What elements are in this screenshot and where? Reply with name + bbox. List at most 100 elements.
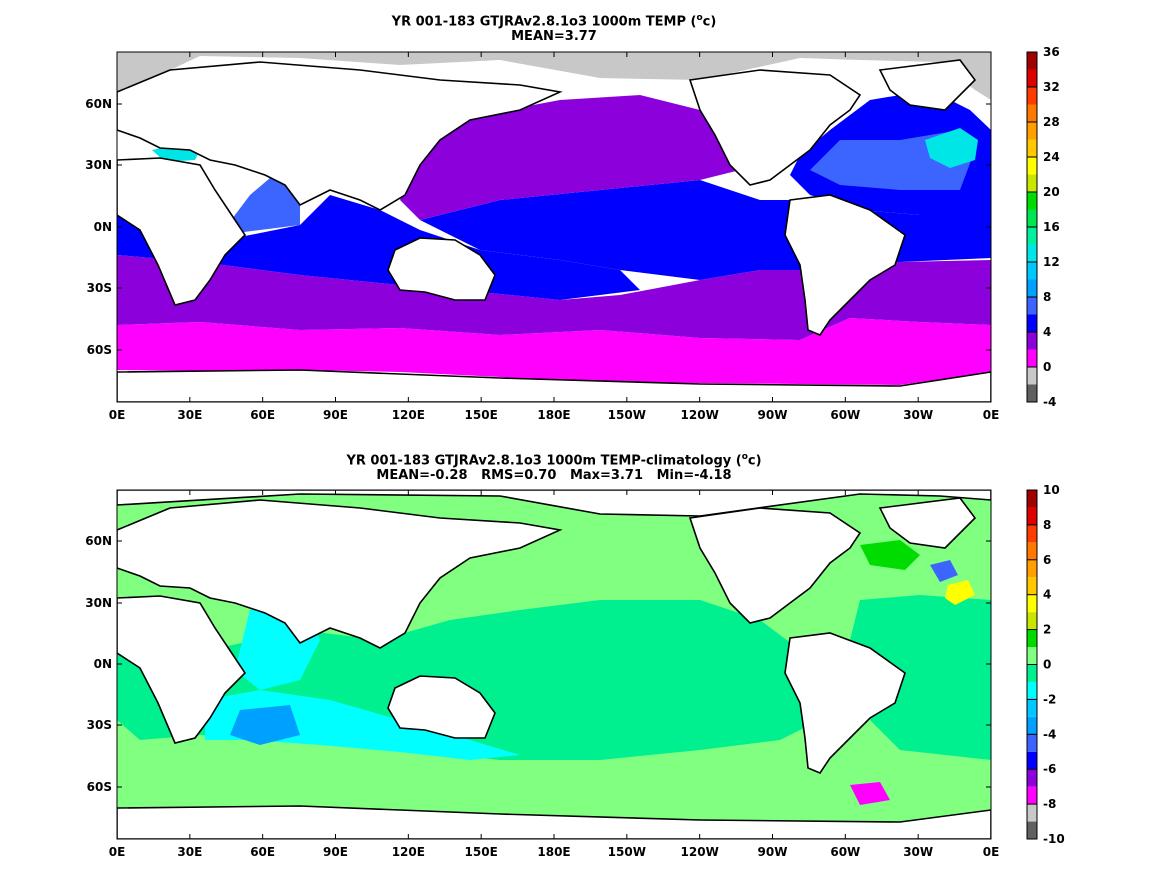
southeast-atlantic-magenta [850,782,890,805]
x-tick-label: 90E [323,408,348,422]
y-tick-label: 0N [94,657,112,671]
colorbar-bin [1027,664,1037,682]
x-tick-label: 30E [177,845,202,859]
africa-land-2 [117,595,247,744]
colorbar-bin [1027,681,1037,700]
antarctica-land-2 [117,805,991,839]
x-tick-label: 0E [983,408,1000,422]
arctic-ice-region [117,52,991,100]
colorbar-bin [1027,104,1037,122]
south-america-land [784,194,906,336]
arabian-sea-lightblue [220,178,300,235]
colorbar-bin [1027,507,1037,525]
y-tick-label: 30N [85,596,112,610]
x-tick-label: 90W [758,408,788,422]
colorbar-bin [1027,139,1037,157]
colorbar-bin [1027,629,1037,648]
x-tick-label: 60W [830,408,860,422]
colorbar-bin [1027,612,1037,630]
y-tick-label: 60S [87,780,112,794]
greenland-land [878,59,977,111]
colorbar-bin [1027,751,1037,770]
colorbar-tick-label: -10 [1043,832,1065,846]
colorbar-bin [1027,577,1037,595]
colorbar-tick-label: 20 [1043,185,1060,199]
north-america-land-2 [688,507,862,624]
chart-title-1: YR 001-183 GTJRAv2.8.1o3 1000m TEMP (oc) [391,13,717,30]
colorbar-bin [1027,804,1037,822]
colorbar-bin [1027,122,1037,140]
map-field-2 [117,490,991,839]
colorbar-bin [1027,716,1037,735]
eurasia-land-2 [117,499,563,649]
colorbar-tick-label: 36 [1043,45,1060,59]
colorbar-bin [1027,647,1037,665]
colorbar-tick-label: 32 [1043,80,1060,94]
southern-purple-band [117,255,991,340]
colorbar-bin [1027,349,1037,367]
colorbar-tick-label: -6 [1043,762,1056,776]
colorbar-tick-label: 16 [1043,220,1060,234]
colorbar-bin [1027,297,1037,315]
colorbar-bin [1027,769,1037,787]
x-tick-label: 150W [608,845,646,859]
colorbar-bin [1027,699,1037,717]
eurasia-land [117,61,563,211]
continents [117,59,991,402]
x-tick-label: 60E [250,408,275,422]
x-tick-label: 120W [681,845,719,859]
colorbar-bin [1027,69,1037,87]
colorbar-tick-label: 28 [1043,115,1060,129]
colorbar-tick-label: 10 [1043,483,1060,497]
x-tick-label: 150W [608,408,646,422]
y-tick-label: 30N [85,158,112,172]
x-tick-label: 0E [109,845,126,859]
south-atlantic-green [117,755,800,808]
north-pacific-purple [400,95,740,220]
colorbar-tick-label: 8 [1043,518,1051,532]
arctic-land-2 [117,490,991,517]
colorbar-2: 10 8 6 4 2 0 -2 -4 -6 -8 -10 [1026,483,1065,846]
continents-2 [117,490,991,839]
x-tick-label: 180E [537,408,570,422]
colorbar-bin [1027,209,1037,227]
colorbar-bin [1027,821,1037,839]
colorbar-bin [1027,52,1037,70]
x-tick-label: 150E [465,845,498,859]
colorbar-bin [1027,192,1037,210]
colorbar-bin [1027,157,1037,175]
north-atlantic-blue-spot [930,560,958,582]
colorbar-bin [1027,244,1037,262]
colorbar-bin [1027,367,1037,385]
colorbar-bin [1027,227,1037,245]
chart-subtitle-2: MEAN=-0.28 RMS=0.70 Max=3.71 Min=-4.18 [376,468,732,483]
colorbar-tick-label: 6 [1043,553,1051,567]
x-tick-label: 120W [681,408,719,422]
x-tick-label: 30W [903,408,933,422]
colorbar-bin [1027,262,1037,280]
colorbar-tick-label: 2 [1043,623,1051,637]
x-tick-label: 90E [323,845,348,859]
colorbar-tick-label: 12 [1043,255,1060,269]
x-tick-label: 60E [250,845,275,859]
chart-panel-1: 0E 30E 60E 90E 120E 150E 180E 150W 120W 90W 60W 30W… [85,45,1060,422]
north-atlantic-yellow-spot [945,580,975,605]
australia-land-2 [387,675,496,739]
y-tick-label: 30S [87,281,112,295]
colorbar-tick-label: 24 [1043,150,1060,164]
antarctica-land [117,369,991,402]
y-tick-label: 60N [85,97,112,111]
axes-1: 0E 30E 60E 90E 120E 150E 180E 150W 120W 90W 60W 30W… [85,52,999,422]
colorbar-bin [1027,594,1037,613]
x-tick-label: 180E [537,845,570,859]
colorbar-tick-label: -4 [1043,395,1056,409]
colorbar-tick-label: 8 [1043,290,1051,304]
x-tick-label: 60W [830,845,860,859]
colorbar-bin [1027,734,1037,752]
chart-title-2: YR 001-183 GTJRAv2.8.1o3 1000m TEMP-clim… [346,452,762,469]
x-tick-label: 150E [465,408,498,422]
north-america-land [688,69,862,186]
southern-ocean-magenta [117,318,991,385]
colorbar-1: 36 32 28 24 20 16 12 8 4 0 -4 [1026,45,1060,409]
